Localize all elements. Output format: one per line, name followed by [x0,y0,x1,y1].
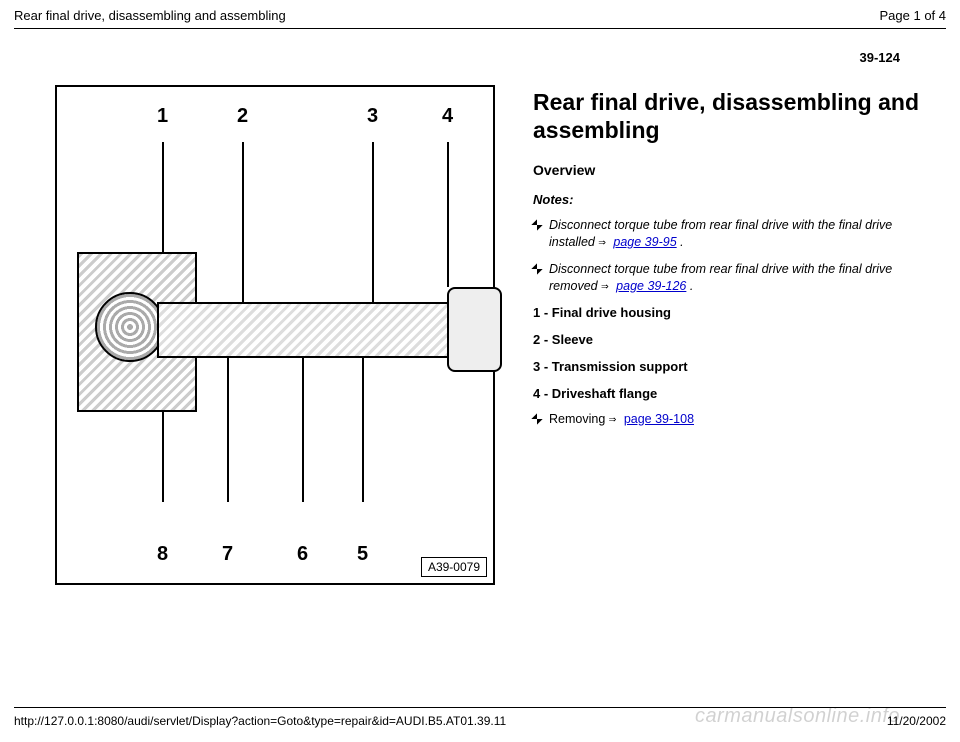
callout-number: 8 [157,543,168,566]
leader-line [162,142,164,252]
text-column: Rear final drive, disassembling and asse… [533,85,920,682]
page-header: Rear final drive, disassembling and asse… [14,8,946,23]
part-item: 2 - Sleeve [533,332,920,347]
leader-line [162,412,164,502]
figure-drawing [67,142,483,508]
notes-list: Disconnect torque tube from rear final d… [533,217,920,295]
notes-heading: Notes: [533,192,920,207]
overview-heading: Overview [533,162,920,178]
leader-line [447,142,449,287]
technical-figure: 1 2 3 4 8 7 6 5 A39-0079 [55,85,495,585]
note-text: . [686,279,693,293]
callout-number: 5 [357,543,368,566]
callout-number: 6 [297,543,308,566]
drawing-tube [157,302,477,358]
header-page: Page 1 of 4 [880,8,947,23]
figure-code: A39-0079 [421,557,487,577]
leader-line [372,142,374,302]
part-item: 1 - Final drive housing [533,305,920,320]
drawing-flange [447,287,502,372]
leader-line [362,358,364,502]
parts-list: 1 - Final drive housing 2 - Sleeve 3 - Tra… [533,305,920,426]
section-code: 39-124 [860,50,900,65]
leader-line [302,358,304,502]
part-item: 4 - Driveshaft flangeRemoving ⇒ page 39-… [533,386,920,426]
callout-number: 4 [442,105,453,128]
part-item: 3 - Transmission support [533,359,920,374]
note-item: Disconnect torque tube from rear final d… [533,217,920,251]
arrow-icon: ⇒ [609,411,624,426]
content-area: 1 2 3 4 8 7 6 5 A39-0079 Rear final drive, dis… [55,85,920,682]
drawing-gear [95,292,165,362]
leader-line [227,358,229,502]
footer-date: 11/20/2002 [887,714,946,728]
footer-rule [14,707,946,708]
callout-number: 2 [237,105,248,128]
part-sublist: Removing ⇒ page 39-108 [533,411,920,426]
part-subitem: Removing ⇒ page 39-108 [533,411,920,426]
arrow-icon: ⇒ [598,234,613,249]
header-title: Rear final drive, disassembling and asse… [14,8,286,23]
page-footer: http://127.0.0.1:8080/audi/servlet/Displ… [14,714,946,728]
callout-number: 3 [367,105,378,128]
note-text: . [677,235,684,249]
leader-line [242,142,244,302]
footer-url: http://127.0.0.1:8080/audi/servlet/Displ… [14,714,506,728]
page-link[interactable]: page 39-126 [616,279,686,293]
page-link[interactable]: page 39-95 [613,235,676,249]
page-link[interactable]: page 39-108 [624,412,694,426]
page-title: Rear final drive, disassembling and asse… [533,89,920,144]
subitem-text: Removing [549,412,609,426]
callout-number: 1 [157,105,168,128]
arrow-icon: ⇒ [601,278,616,293]
callout-number: 7 [222,543,233,566]
note-item: Disconnect torque tube from rear final d… [533,261,920,295]
header-rule [14,28,946,29]
